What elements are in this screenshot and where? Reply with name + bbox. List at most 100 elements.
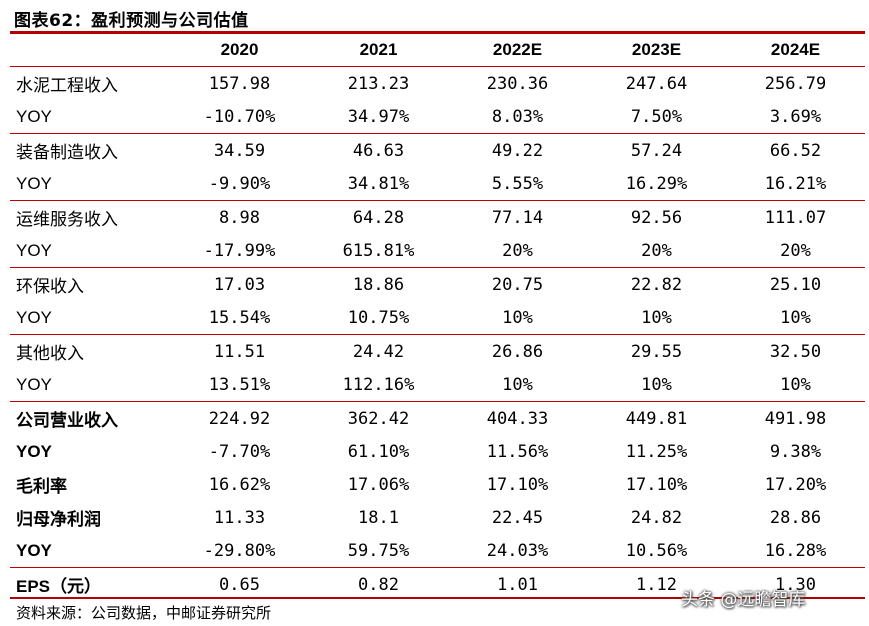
table-cell: 1.30 [775, 574, 816, 595]
table-cell: 32.50 [769, 341, 822, 362]
table-cell: 22.45 [491, 507, 544, 528]
table-cell: 10% [448, 368, 587, 402]
table-row: 其他收入 11.51 24.42 26.86 29.55 32.50 [10, 335, 865, 369]
table-cell: 16.62% [208, 474, 271, 495]
table-cell: 20% [587, 234, 726, 268]
header-year: 2020 [170, 33, 309, 67]
table-cell: 24.42 [352, 341, 405, 362]
table-cell: 3.69% [726, 100, 865, 134]
table-cell: 11.33 [213, 507, 266, 528]
table-cell: 34.59 [213, 140, 266, 161]
table-row: YOY -9.90% 34.81% 5.55% 16.29% 16.21% [10, 167, 865, 201]
table-cell: 16.28% [726, 534, 865, 568]
table-cell: 22.82 [630, 274, 683, 295]
table-cell: 11.56% [486, 441, 549, 462]
forecast-table: 2020 2021 2022E 2023E 2024E 水泥工程收入 157.98… [10, 33, 865, 601]
table-cell: 157.98 [208, 73, 271, 94]
row-label: 其他收入 [16, 344, 84, 364]
table-cell: 34.97% [309, 100, 448, 134]
table-cell: 8.03% [448, 100, 587, 134]
table-cell: 230.36 [486, 73, 549, 94]
table-cell: 49.22 [491, 140, 544, 161]
table-cell: 9.38% [769, 441, 822, 462]
row-label: YOY [16, 441, 52, 461]
table-cell: 46.63 [352, 140, 405, 161]
table-row: YOY -7.70% 61.10% 11.56% 11.25% 9.38% [10, 435, 865, 468]
table-cell: 20% [726, 234, 865, 268]
table-cell: 17.06% [347, 474, 410, 495]
table-cell: 5.55% [448, 167, 587, 201]
header-year: 2023E [587, 33, 726, 67]
table-cell: 29.55 [630, 341, 683, 362]
table-row: 环保收入 17.03 18.86 20.75 22.82 25.10 [10, 268, 865, 302]
table-cell: 404.33 [486, 408, 549, 429]
table-cell: 10% [587, 301, 726, 335]
row-label: YOY [10, 301, 170, 335]
table-cell: -7.70% [208, 441, 271, 462]
table-cell: 11.25% [625, 441, 688, 462]
table-cell: 59.75% [309, 534, 448, 568]
header-year: 2021 [309, 33, 448, 67]
table-cell: 17.03 [213, 274, 266, 295]
header-corner [10, 33, 170, 67]
table-cell: 66.52 [769, 140, 822, 161]
table-row: YOY -10.70% 34.97% 8.03% 7.50% 3.69% [10, 100, 865, 134]
table-row: EPS（元） 0.65 0.82 1.01 1.12 1.30 [10, 568, 865, 602]
table-cell: 57.24 [630, 140, 683, 161]
table-cell: 20% [448, 234, 587, 268]
table-cell: 34.81% [309, 167, 448, 201]
table-row: 水泥工程收入 157.98 213.23 230.36 247.64 256.79 [10, 67, 865, 101]
table-cell: 224.92 [208, 408, 271, 429]
watermark: 头条 @远瞻智库 [681, 590, 806, 610]
table-cell: 10.75% [309, 301, 448, 335]
table-cell: -29.80% [170, 534, 309, 568]
table-cell: 1.12 [636, 574, 677, 595]
table-cell: 10.56% [587, 534, 726, 568]
table-cell: 28.86 [769, 507, 822, 528]
table-cell: 18.86 [352, 274, 405, 295]
table-row: 归母净利润 11.33 18.1 22.45 24.82 28.86 [10, 501, 865, 534]
header-year: 2022E [448, 33, 587, 67]
table-cell: 20.75 [491, 274, 544, 295]
table-cell: -9.90% [170, 167, 309, 201]
table-cell: 24.03% [448, 534, 587, 568]
table-cell: 256.79 [764, 73, 827, 94]
table-cell: 10% [726, 301, 865, 335]
table-cell: 17.20% [764, 474, 827, 495]
table-cell: 15.54% [170, 301, 309, 335]
table-row: YOY -17.99% 615.81% 20% 20% 20% [10, 234, 865, 268]
table-row: YOY -29.80% 59.75% 24.03% 10.56% 16.28% [10, 534, 865, 568]
row-label: 水泥工程收入 [16, 76, 118, 96]
table-cell: 7.50% [587, 100, 726, 134]
table-cell: -10.70% [170, 100, 309, 134]
table-cell: 16.29% [587, 167, 726, 201]
row-label: YOY [10, 167, 170, 201]
row-label: YOY [10, 368, 170, 402]
table-cell: 1.01 [497, 574, 538, 595]
table-cell: 13.51% [170, 368, 309, 402]
table-cell: 77.14 [491, 207, 544, 228]
table-cell: 362.42 [347, 408, 410, 429]
header-year: 2024E [726, 33, 865, 67]
table-cell: 0.82 [358, 574, 399, 595]
top-rule [10, 31, 865, 34]
table-cell: 24.82 [630, 507, 683, 528]
table-row: 公司营业收入 224.92 362.42 404.33 449.81 491.98 [10, 402, 865, 436]
table-cell: 10% [587, 368, 726, 402]
table-cell: -17.99% [170, 234, 309, 268]
table-cell: 18.1 [358, 507, 399, 528]
table-cell: 26.86 [491, 341, 544, 362]
table-cell: 112.16% [309, 368, 448, 402]
row-label: 归母净利润 [16, 510, 101, 530]
row-label: 环保收入 [16, 277, 84, 297]
table-cell: 92.56 [630, 207, 683, 228]
table-cell: 0.65 [219, 574, 260, 595]
row-label: YOY [10, 234, 170, 268]
row-label: YOY [10, 534, 170, 568]
table-cell: 491.98 [764, 408, 827, 429]
table-cell: 16.21% [726, 167, 865, 201]
row-label: YOY [10, 100, 170, 134]
row-label: 公司营业收入 [16, 411, 118, 431]
table-cell: 449.81 [625, 408, 688, 429]
